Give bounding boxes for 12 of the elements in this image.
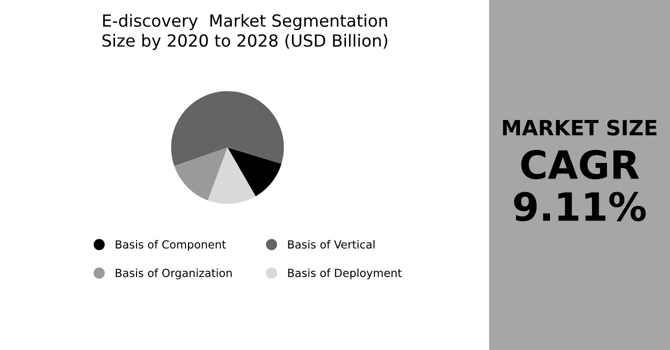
pie-slice (228, 148, 282, 196)
legend-label: Basis of Organization (116, 268, 232, 280)
chart-title: E-discovery Market Segmentation Size by 2020 to 2028 (USD Billion) (102, 14, 388, 50)
pie-slice (174, 148, 228, 200)
legend-label: Basis of Vertical (288, 240, 375, 249)
pie-slice (171, 91, 284, 166)
legend-label: Basis of Deployment (288, 268, 402, 280)
text: 9.11% (514, 192, 646, 222)
legend-label: Basis of Component (116, 240, 226, 251)
text: MARKET SIZE (503, 120, 656, 136)
text: CAGR (521, 150, 640, 180)
pie-slice (208, 148, 256, 204)
